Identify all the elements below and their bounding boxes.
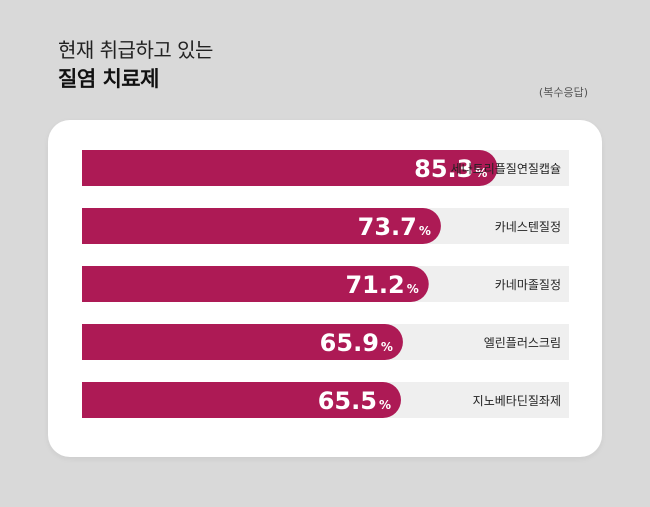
bar-value-label: 71.2%: [345, 271, 418, 299]
bar: [82, 150, 498, 186]
category-label: 엘린플러스크림: [484, 336, 561, 350]
bar-row: 85.3 %세나트리플질연질캡슐: [82, 150, 569, 186]
bar: [82, 208, 441, 244]
bar-value-unit: %: [475, 166, 487, 180]
bar-value-number: 65.5: [318, 387, 377, 415]
multiple-response-note: (복수응답): [538, 86, 588, 99]
bar-value-number: 85.3: [414, 155, 473, 183]
bar-row: 65.9% 엘린플러스크림: [82, 324, 569, 360]
bar-value-number: 73.7: [358, 213, 417, 241]
bar-value-unit: %: [407, 282, 419, 296]
bar: [82, 266, 429, 302]
bar-value-label: 85.3%: [414, 155, 487, 183]
bar-value-number: 65.9: [320, 329, 379, 357]
bar-value-unit: %: [419, 224, 431, 238]
chart-card: 85.3% 세나트리플질연질캡슐 73.7% 카네스텐질정 71.2% 카네마졸질정 65.…: [48, 120, 602, 457]
title-block: 현재 취급하고 있는 질염 치료제: [58, 36, 213, 94]
bar-value-label: 73.7%: [358, 213, 431, 241]
bar-value-label: 65.9%: [320, 329, 393, 357]
category-label: 세나트리플질연질캡슐: [451, 162, 561, 176]
bar-value-number: 71.2: [345, 271, 404, 299]
category-label: 카네스텐질정: [495, 220, 561, 234]
bar-value-unit: %: [379, 398, 391, 412]
bar: [82, 324, 403, 360]
bar: [82, 382, 401, 418]
title-line-2: 질염 치료제: [58, 67, 159, 91]
bar-row: 71.2% 카네마졸질정: [82, 266, 569, 302]
category-label: 카네마졸질정: [495, 278, 561, 292]
bar-value-label: 65.5%: [318, 387, 391, 415]
title-line-1: 현재 취급하고 있는: [58, 38, 213, 62]
bar-row: 73.7% 카네스텐질정: [82, 208, 569, 244]
category-label: 지노베타딘질좌제: [473, 394, 561, 408]
bar-value-unit: %: [381, 340, 393, 354]
bar-row: 65.5% 지노베타딘질좌제: [82, 382, 569, 418]
